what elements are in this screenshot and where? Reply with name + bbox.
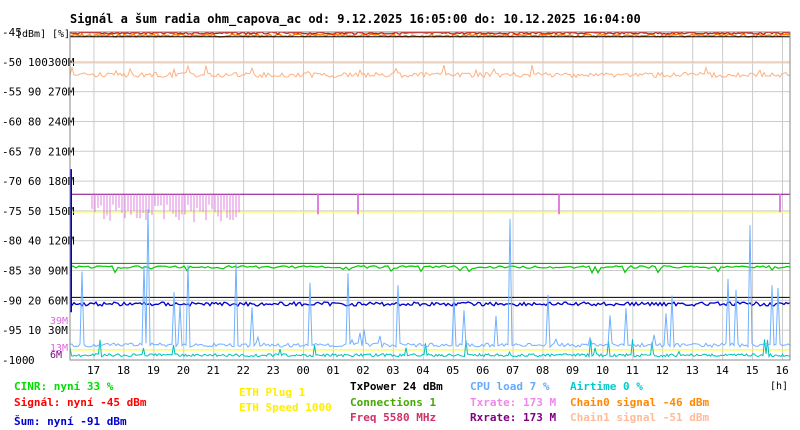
legend-signal: Signál: nyní -45 dBm	[14, 396, 147, 409]
x-tick-label: 09	[566, 364, 579, 377]
legend-chain1: Chain1 signal -51 dBm	[570, 411, 710, 424]
y-tick-dbm: -95	[2, 324, 22, 337]
x-tick-label: 15	[746, 364, 759, 377]
series-cpu-line	[69, 209, 791, 349]
x-tick-label: 19	[147, 364, 160, 377]
y-tick-pct: 20	[28, 294, 41, 307]
y-tick-dbm: -65	[2, 145, 22, 158]
y-tick-rate: 240M	[48, 115, 75, 128]
y-tick-dbm: -80	[2, 235, 22, 248]
y-tick-rate: 90M	[48, 265, 68, 278]
y-tick-rate: 270M	[48, 86, 75, 99]
x-tick-label: 02	[356, 364, 369, 377]
y-tick-rate: 180M	[48, 175, 75, 188]
plot-border	[69, 31, 791, 361]
y-tick-dbm: -90	[2, 294, 22, 307]
y-tick-pct: 60	[28, 175, 41, 188]
y-tick-pct: 0	[28, 354, 35, 367]
series-airtime-line	[69, 339, 791, 359]
x-tick-label: 13	[686, 364, 699, 377]
y-tick-dbm: -55	[2, 86, 22, 99]
y-tick-rate: 30M	[48, 324, 68, 337]
y-tick-dbm: -85	[2, 265, 22, 278]
y-tick-pct: 90	[28, 86, 41, 99]
unit-percent: [%]	[52, 29, 71, 40]
legend-eth-speed: ETH Speed 1000	[239, 401, 332, 414]
series-cinr-line	[69, 265, 791, 275]
chart-title: Signál a šum radia ohm_capova_ac od: 9.1…	[70, 12, 641, 26]
rate-mark-39m: 39M	[50, 316, 69, 327]
y-tick-rate: 210M	[48, 145, 75, 158]
series-chain1-line	[69, 64, 791, 79]
legend-chain0: Chain0 signal -46 dBm	[570, 396, 710, 409]
x-tick-label: 20	[177, 364, 190, 377]
y-tick-rate: 120M	[48, 235, 75, 248]
legend-rxrate: Rxrate: 173 M	[470, 411, 557, 424]
y-tick-pct: 80	[28, 115, 41, 128]
x-tick-label: 17	[87, 364, 100, 377]
legend-eth-plug: ETH Plug 1	[239, 386, 306, 399]
y-tick-pct: 40	[28, 235, 41, 248]
x-tick-label: 18	[117, 364, 130, 377]
legend-airtime: Airtime 0 %	[570, 380, 643, 393]
x-tick-label: 08	[536, 364, 549, 377]
legend-connections: Connections 1	[350, 396, 437, 409]
y-tick-rate: 300M	[48, 56, 75, 69]
legend-noise: Šum: nyní -91 dBm	[14, 415, 127, 428]
x-tick-label: 05	[446, 364, 459, 377]
unit-dbm: [dBm]	[16, 29, 47, 40]
legend-txrate: Txrate: 173 M	[470, 396, 557, 409]
x-tick-label: 14	[716, 364, 730, 377]
y-tick-pct: 10	[28, 324, 41, 337]
x-axis-label: [h]	[770, 381, 788, 392]
series-noise-line	[69, 300, 791, 308]
x-tick-label: 22	[237, 364, 250, 377]
x-tick-label: 00	[297, 364, 310, 377]
y-tick-rate: 150M	[48, 205, 75, 218]
x-tick-label: 23	[267, 364, 280, 377]
rate-mark-13m: 13M	[50, 343, 69, 354]
y-tick-pct: 50	[28, 205, 41, 218]
x-tick-label: 10	[596, 364, 609, 377]
rate-mark-6m: 6M	[50, 350, 63, 361]
x-tick-label: 07	[506, 364, 519, 377]
x-tick-label: 12	[656, 364, 669, 377]
y-tick-dbm: -45	[2, 26, 22, 39]
plot-area	[70, 32, 790, 360]
x-tick-label: 03	[386, 364, 399, 377]
y-tick-rate: 60M	[48, 294, 68, 307]
x-tick-label: 16	[776, 364, 789, 377]
x-tick-label: 06	[476, 364, 489, 377]
legend-freq: Freq 5580 MHz	[350, 411, 437, 424]
y-tick-pct: 100	[28, 56, 48, 69]
x-tick-label: 11	[626, 364, 639, 377]
y-tick-dbm: -100	[2, 354, 29, 367]
y-tick-dbm: -60	[2, 115, 22, 128]
y-tick-pct: 30	[28, 265, 41, 278]
legend-txpower: TxPower 24 dBm	[350, 380, 443, 393]
x-tick-label: 01	[326, 364, 339, 377]
legend-cpu: CPU load 7 %	[470, 380, 550, 393]
y-tick-pct: 70	[28, 145, 41, 158]
y-tick-dbm: -70	[2, 175, 22, 188]
y-tick-dbm: -50	[2, 56, 22, 69]
y-tick-dbm: -75	[2, 205, 22, 218]
x-tick-label: 21	[207, 364, 220, 377]
legend-cinr: CINR: nyní 33 %	[14, 380, 114, 393]
x-tick-label: 04	[416, 364, 430, 377]
